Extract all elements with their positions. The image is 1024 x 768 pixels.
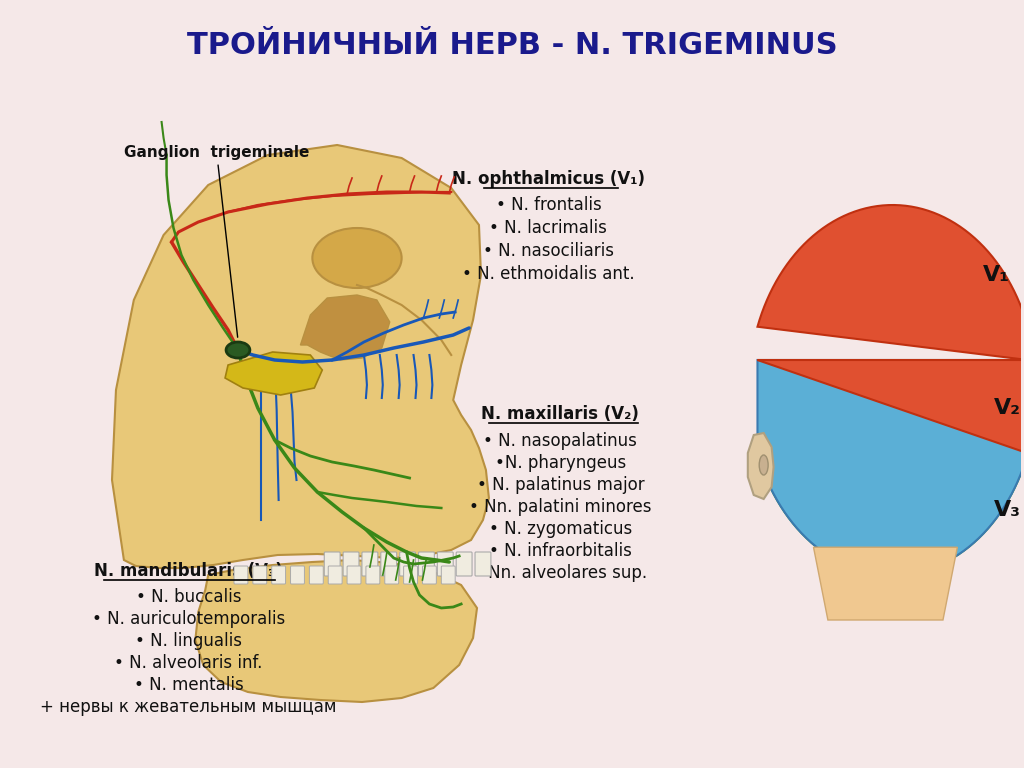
FancyBboxPatch shape	[437, 552, 454, 576]
FancyBboxPatch shape	[271, 566, 286, 584]
Text: • N. lacrimalis: • N. lacrimalis	[489, 219, 607, 237]
FancyBboxPatch shape	[343, 552, 359, 576]
FancyBboxPatch shape	[234, 566, 248, 584]
Text: • Nn. alveolares sup.: • Nn. alveolares sup.	[473, 564, 647, 582]
Text: • N. frontalis: • N. frontalis	[496, 196, 601, 214]
FancyBboxPatch shape	[381, 552, 396, 576]
Text: • N. alveolaris inf.: • N. alveolaris inf.	[115, 654, 262, 672]
Text: • N. ethmoidalis ant.: • N. ethmoidalis ant.	[462, 265, 635, 283]
FancyBboxPatch shape	[347, 566, 361, 584]
Polygon shape	[758, 205, 1024, 453]
Text: • N. nasopalatinus: • N. nasopalatinus	[483, 432, 637, 450]
Text: ТРОЙНИЧНЫЙ НЕРВ - N. TRIGEMINUS: ТРОЙНИЧНЫЙ НЕРВ - N. TRIGEMINUS	[187, 31, 838, 59]
FancyBboxPatch shape	[456, 552, 472, 576]
Text: • N. buccalis: • N. buccalis	[135, 588, 241, 606]
Text: Ganglion  trigeminale: Ganglion trigeminale	[124, 144, 309, 337]
Polygon shape	[300, 295, 390, 360]
FancyBboxPatch shape	[329, 566, 342, 584]
Text: V₂: V₂	[994, 399, 1021, 419]
FancyBboxPatch shape	[385, 566, 398, 584]
Polygon shape	[112, 145, 488, 568]
FancyBboxPatch shape	[325, 552, 340, 576]
FancyBboxPatch shape	[291, 566, 304, 584]
Text: N. ophthalmicus (V₁): N. ophthalmicus (V₁)	[452, 170, 645, 188]
FancyBboxPatch shape	[475, 552, 490, 576]
Text: • Nn. palatini minores: • Nn. palatini minores	[469, 498, 651, 516]
Polygon shape	[813, 548, 957, 620]
Text: V₁: V₁	[983, 265, 1010, 285]
Ellipse shape	[226, 342, 250, 358]
FancyBboxPatch shape	[366, 566, 380, 584]
Text: • N. lingualis: • N. lingualis	[135, 632, 242, 650]
FancyBboxPatch shape	[419, 552, 434, 576]
Text: •N. pharyngeus: •N. pharyngeus	[495, 454, 626, 472]
Text: V₃: V₃	[994, 500, 1021, 520]
FancyBboxPatch shape	[309, 566, 324, 584]
Ellipse shape	[312, 228, 401, 288]
FancyBboxPatch shape	[403, 566, 418, 584]
Text: N. maxillaris (V₂): N. maxillaris (V₂)	[481, 405, 639, 423]
Text: + нервы к жевательным мышцам: + нервы к жевательным мышцам	[40, 698, 337, 716]
Text: • N. auriculotemporalis: • N. auriculotemporalis	[92, 610, 285, 628]
Polygon shape	[758, 445, 1024, 575]
Text: • N. infraorbitalis: • N. infraorbitalis	[488, 542, 632, 560]
FancyBboxPatch shape	[423, 566, 436, 584]
Text: • N. nasociliaris: • N. nasociliaris	[483, 242, 614, 260]
FancyBboxPatch shape	[253, 566, 266, 584]
Polygon shape	[196, 560, 477, 702]
Text: • N. zygomaticus: • N. zygomaticus	[488, 520, 632, 538]
Polygon shape	[748, 433, 773, 499]
FancyBboxPatch shape	[361, 552, 378, 576]
Text: • N. palatinus major: • N. palatinus major	[476, 476, 644, 494]
Text: • N. mentalis: • N. mentalis	[133, 676, 244, 694]
Polygon shape	[225, 352, 323, 395]
Polygon shape	[758, 360, 1024, 575]
Ellipse shape	[759, 455, 768, 475]
Text: N. mandibularis (V₃): N. mandibularis (V₃)	[94, 562, 283, 580]
FancyBboxPatch shape	[441, 566, 456, 584]
FancyBboxPatch shape	[399, 552, 416, 576]
